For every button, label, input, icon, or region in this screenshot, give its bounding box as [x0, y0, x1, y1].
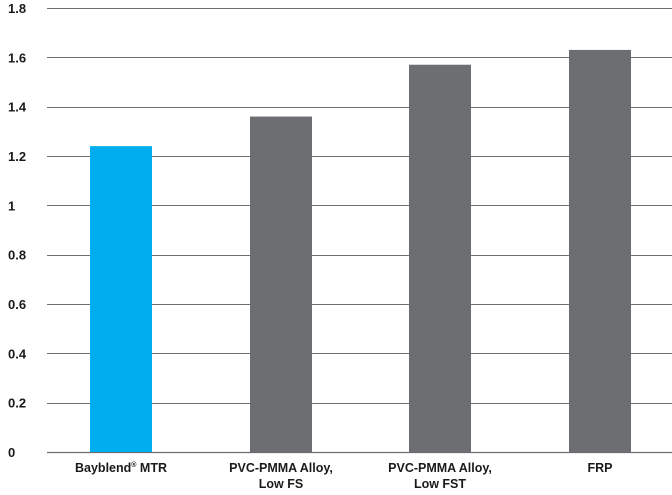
y-axis-tick-labels: 0 0.2 0.4 0.6 0.8 1 1.2 1.4 1.6 1.8	[8, 1, 27, 460]
y-tick-label: 0.6	[8, 297, 26, 312]
y-tick-label: 1	[8, 198, 15, 213]
y-tick-label: 1.6	[8, 50, 26, 65]
x-category-label: Low FS	[259, 477, 303, 491]
y-tick-label: 1.2	[8, 149, 26, 164]
y-tick-label: 0.8	[8, 248, 26, 263]
y-tick-label: 1.4	[8, 100, 27, 115]
bar	[90, 146, 152, 452]
y-tick-label: 1.8	[8, 1, 26, 16]
bars	[90, 49, 631, 453]
x-category-label: Low FST	[414, 477, 466, 491]
bar	[569, 49, 631, 452]
y-tick-label: 0	[8, 445, 15, 460]
y-tick-label: 0.2	[8, 396, 26, 411]
x-category-label: PVC-PMMA Alloy,	[229, 461, 333, 475]
y-tick-label: 0.4	[8, 346, 27, 361]
bar	[250, 116, 312, 453]
x-category-label: FRP	[588, 461, 613, 475]
x-category-label: Bayblend® MTR	[75, 461, 167, 475]
x-category-label: PVC-PMMA Alloy,	[388, 461, 492, 475]
x-axis-category-labels: Bayblend® MTR PVC-PMMA Alloy, Low FS PVC-PM…	[75, 461, 613, 491]
bar	[409, 64, 471, 452]
